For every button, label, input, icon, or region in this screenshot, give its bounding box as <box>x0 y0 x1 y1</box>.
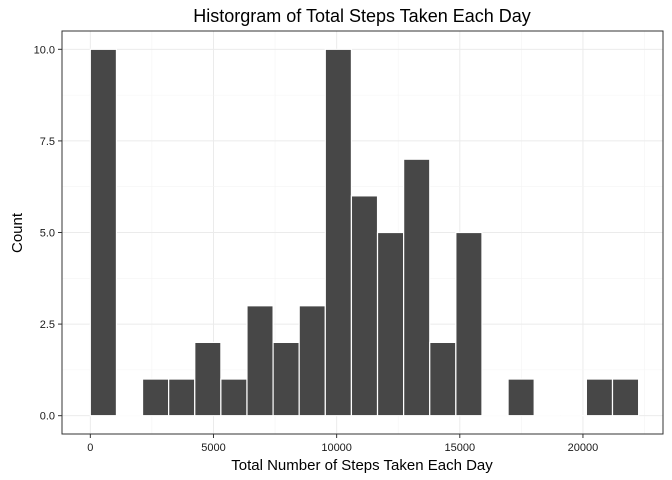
histogram-bar <box>324 48 353 417</box>
x-tick-label: 5000 <box>201 442 225 454</box>
histogram-bar <box>585 378 614 417</box>
histogram-bar <box>220 378 248 417</box>
histogram-bar <box>350 195 379 417</box>
histogram-bar <box>298 305 326 417</box>
x-tick-label: 0 <box>87 442 93 454</box>
histogram-bar <box>455 231 483 417</box>
x-tick-label: 10000 <box>321 442 352 454</box>
y-axis-title: Count <box>9 212 26 253</box>
y-tick-label: 5.0 <box>40 228 55 240</box>
y-tick-label: 7.5 <box>40 136 55 148</box>
histogram-bar <box>246 305 274 417</box>
bar-layer <box>89 48 640 417</box>
histogram-bar <box>272 341 300 417</box>
x-tick-label: 15000 <box>444 442 475 454</box>
histogram-bar <box>507 378 535 417</box>
y-tick-label: 2.5 <box>40 319 55 331</box>
histogram-bar <box>141 378 170 417</box>
histogram-bar <box>611 378 640 417</box>
y-tick-label: 0.0 <box>40 411 55 423</box>
x-axis-ticks: 0 5000 10000 15000 20000 <box>87 434 598 454</box>
y-tick-label: 10.0 <box>34 44 55 56</box>
histogram-bar <box>168 378 196 417</box>
histogram-bar <box>194 341 222 417</box>
histogram-bar <box>89 48 118 417</box>
x-axis-title: Total Number of Steps Taken Each Day <box>231 457 493 474</box>
x-tick-label: 20000 <box>568 442 599 454</box>
histogram-bar <box>376 231 405 417</box>
y-axis-ticks: 0.0 2.5 5.0 7.5 10.0 <box>34 44 62 423</box>
histogram-bar <box>429 341 457 417</box>
chart-title: Historgram of Total Steps Taken Each Day <box>193 6 531 26</box>
histogram-bar <box>403 158 431 417</box>
